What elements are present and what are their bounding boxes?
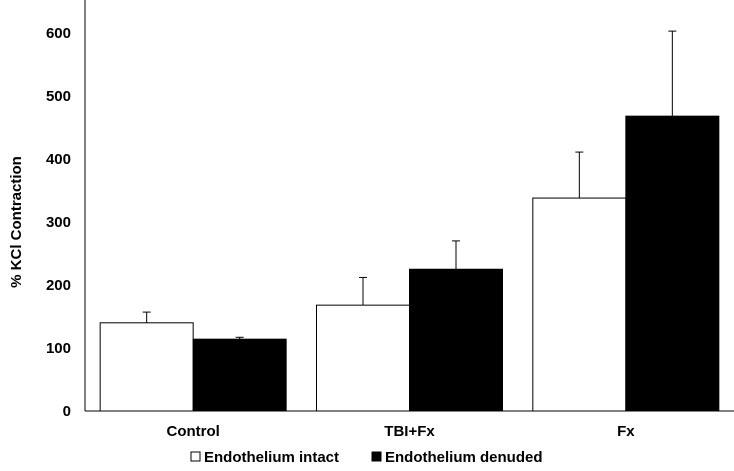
x-category-label: Control bbox=[167, 423, 220, 440]
y-axis-title: % KCl Contraction bbox=[8, 156, 25, 288]
error-bars bbox=[142, 30, 677, 340]
y-tick-label: 300 bbox=[46, 214, 71, 231]
y-tick-label: 200 bbox=[46, 277, 71, 294]
y-tick-label: 0 bbox=[63, 403, 71, 420]
bar-denuded-fx bbox=[625, 115, 720, 412]
y-tick-label: 500 bbox=[46, 88, 71, 105]
legend-label-denuded: Endothelium denuded bbox=[385, 449, 543, 466]
legend-swatch-denuded bbox=[371, 451, 382, 462]
legend-label-intact: Endothelium intact bbox=[204, 449, 339, 466]
y-axis-ticks: 0 100 200 300 400 500 600 bbox=[46, 25, 71, 420]
bar-intact-fx bbox=[532, 197, 627, 412]
legend-swatch-intact bbox=[190, 451, 201, 462]
category-labels: Control TBI+Fx Fx bbox=[167, 423, 636, 440]
y-tick-label: 600 bbox=[46, 25, 71, 42]
y-tick-label: 400 bbox=[46, 151, 71, 168]
x-category-label: TBI+Fx bbox=[384, 423, 435, 440]
bar-intact-control bbox=[99, 322, 194, 412]
bars bbox=[99, 115, 720, 412]
bar-intact-tbi-fx bbox=[316, 304, 410, 412]
legend: Endothelium intact Endothelium denuded bbox=[190, 449, 543, 466]
x-category-label: Fx bbox=[617, 423, 635, 440]
bar-denuded-control bbox=[192, 338, 287, 412]
bar-denuded-tbi-fx bbox=[409, 268, 503, 412]
y-tick-label: 100 bbox=[46, 340, 71, 357]
